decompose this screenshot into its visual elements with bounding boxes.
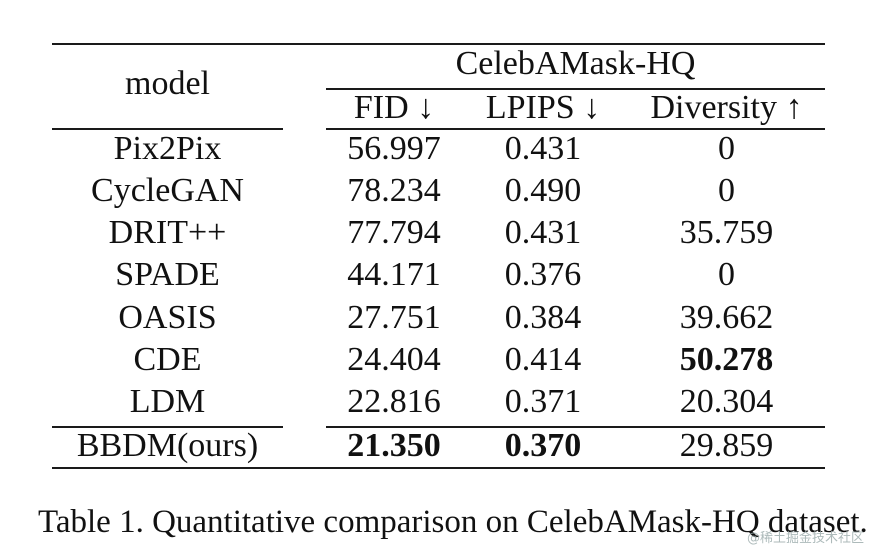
table-row-fid: 27.751 [347, 299, 441, 336]
table-row-lpips-best: 0.370 [504, 427, 582, 464]
table-row-model: CycleGAN [91, 172, 244, 209]
table-row-fid: 24.404 [347, 341, 441, 378]
ours-top-rule-left [52, 426, 283, 428]
table-row-diversity-best: 50.278 [679, 341, 774, 378]
table-row-diversity: 0 [718, 172, 735, 209]
table-row-fid: 78.234 [347, 172, 441, 209]
dataset-underline [326, 88, 825, 90]
ours-top-rule-right [326, 426, 825, 428]
table-row-model: CDE [133, 341, 202, 378]
table-row-model: Pix2Pix [113, 130, 222, 167]
table-row-model: SPADE [115, 256, 220, 293]
model-column-header: model [125, 65, 210, 102]
fid-header: FID ↓ [353, 89, 435, 126]
model-header-underline [52, 128, 283, 130]
table-row-diversity: 20.304 [679, 383, 774, 420]
table-row-model: DRIT++ [108, 214, 227, 251]
table-row-lpips: 0.414 [504, 341, 582, 378]
table-caption: Table 1. Quantitative comparison on Cele… [38, 504, 868, 540]
metrics-header-underline [326, 128, 825, 130]
table-row-diversity: 0 [718, 256, 735, 293]
top-rule [52, 43, 825, 45]
dataset-header: CelebAMask-HQ [455, 45, 696, 82]
table-row-fid: 56.997 [347, 130, 441, 167]
table-row-diversity: 39.662 [679, 299, 774, 336]
table-row-lpips: 0.431 [504, 214, 582, 251]
table-row-fid: 22.816 [347, 383, 441, 420]
table-row-diversity: 29.859 [679, 427, 774, 464]
table-row-model: OASIS [118, 299, 217, 336]
table-row-lpips: 0.490 [504, 172, 582, 209]
table-row-model: BBDM(ours) [76, 427, 259, 464]
bottom-rule [52, 467, 825, 469]
table-row-lpips: 0.376 [504, 256, 582, 293]
lpips-header: LPIPS ↓ [485, 89, 601, 126]
table-row-fid: 44.171 [347, 256, 441, 293]
watermark: @稀土掘金技术社区 [746, 531, 864, 546]
table-row-lpips: 0.384 [504, 299, 582, 336]
table-row-lpips: 0.371 [504, 383, 582, 420]
table-row-diversity: 35.759 [679, 214, 774, 251]
table-row-model: LDM [129, 383, 206, 420]
diversity-header: Diversity ↑ [650, 89, 803, 126]
table-row-fid: 77.794 [347, 214, 441, 251]
table-row-lpips: 0.431 [504, 130, 582, 167]
table-row-diversity: 0 [718, 130, 735, 167]
table-row-fid-best: 21.350 [347, 427, 441, 464]
